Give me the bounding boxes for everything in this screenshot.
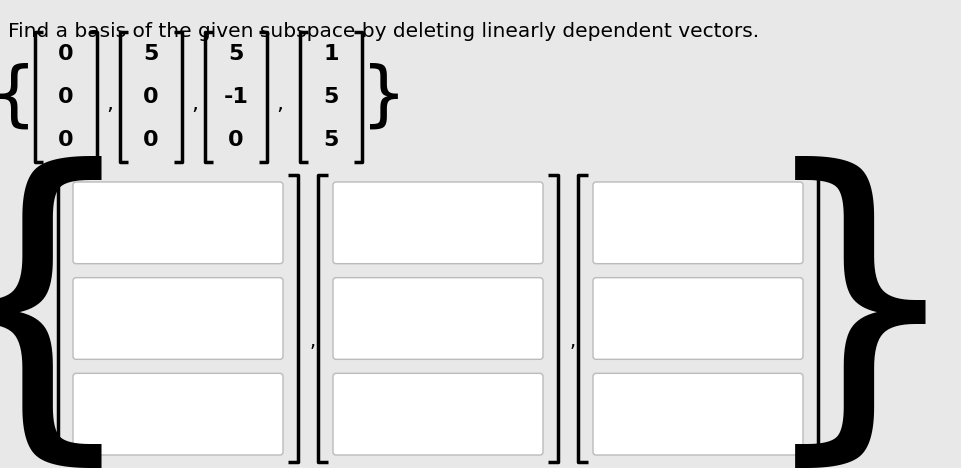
Text: 0: 0: [58, 130, 74, 150]
Text: 1: 1: [323, 44, 338, 64]
FancyBboxPatch shape: [333, 278, 542, 359]
Text: 5: 5: [323, 87, 338, 107]
Text: 5: 5: [143, 44, 159, 64]
Text: ,: ,: [309, 332, 316, 351]
Text: 0: 0: [143, 87, 159, 107]
Text: {: {: [0, 155, 143, 468]
Text: is: is: [4, 309, 18, 328]
FancyBboxPatch shape: [592, 373, 802, 455]
Text: ,: ,: [191, 94, 198, 114]
Text: ,: ,: [276, 94, 283, 114]
FancyBboxPatch shape: [592, 278, 802, 359]
FancyBboxPatch shape: [333, 182, 542, 263]
Text: {: {: [0, 63, 37, 132]
Text: 5: 5: [228, 44, 243, 64]
FancyBboxPatch shape: [73, 373, 283, 455]
Text: 0: 0: [228, 130, 243, 150]
Text: 0: 0: [58, 44, 74, 64]
Text: Find a basis of the given subspace by deleting linearly dependent vectors.: Find a basis of the given subspace by de…: [8, 22, 758, 41]
Text: 0: 0: [58, 87, 74, 107]
Text: }: }: [360, 63, 407, 132]
FancyBboxPatch shape: [592, 182, 802, 263]
FancyBboxPatch shape: [73, 182, 283, 263]
FancyBboxPatch shape: [333, 373, 542, 455]
Text: 5: 5: [323, 130, 338, 150]
Text: -1: -1: [223, 87, 248, 107]
Text: ,: ,: [106, 94, 112, 114]
Text: ,: ,: [570, 332, 576, 351]
FancyBboxPatch shape: [73, 278, 283, 359]
Text: }: }: [752, 155, 961, 468]
Text: 0: 0: [143, 130, 159, 150]
